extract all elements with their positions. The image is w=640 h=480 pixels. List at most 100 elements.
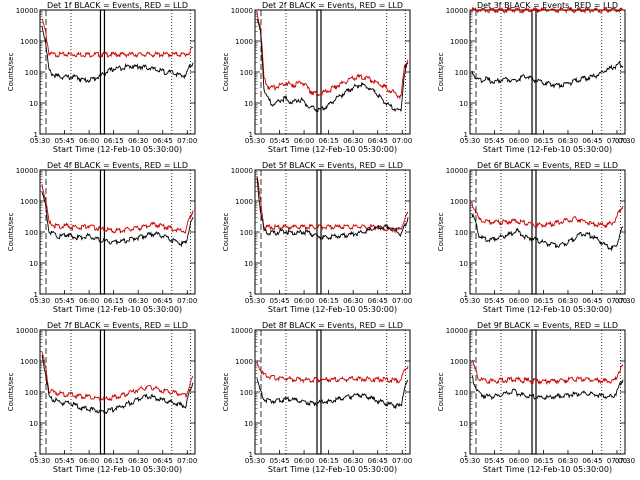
- y-axis-label: Counts/sec: [7, 373, 15, 412]
- series-line-events: [471, 375, 624, 401]
- y-axis-label: Counts/sec: [222, 53, 230, 92]
- x-axis-label: Start Time (12-Feb-10 05:30:00): [483, 465, 612, 474]
- y-tick-label: 1: [34, 131, 38, 139]
- series-line-lld: [41, 184, 194, 234]
- y-axis-label: Counts/sec: [7, 53, 15, 92]
- x-tick-label: 06:15: [533, 137, 553, 145]
- series-line-lld: [256, 360, 409, 384]
- x-tick-label: 06:15: [533, 457, 553, 465]
- x-axis-label: Start Time (12-Feb-10 05:30:00): [53, 305, 182, 314]
- y-tick-label: 1: [464, 291, 468, 299]
- x-tick-label: 06:45: [153, 457, 173, 465]
- y-tick-label: 1: [249, 131, 253, 139]
- x-tick-label: 06:30: [128, 137, 148, 145]
- chart-title: Det 4f BLACK = Events, RED = LLD: [47, 161, 188, 170]
- series-line-events: [41, 25, 194, 83]
- x-tick-label: 06:45: [368, 137, 388, 145]
- x-tick-label: 06:30: [128, 297, 148, 305]
- x-tick-label: 06:45: [582, 457, 602, 465]
- y-tick-label: 1: [249, 451, 253, 459]
- x-tick-label: 07:00: [607, 137, 627, 145]
- x-tick-label: 06:00: [509, 137, 529, 145]
- x-tick-label: 06:45: [368, 457, 388, 465]
- x-tick-label: 06:00: [509, 457, 529, 465]
- x-tick-label: 05:30: [460, 137, 480, 145]
- chart-title: Det 2f BLACK = Events, RED = LLD: [262, 1, 403, 10]
- x-tick-label: 05:30: [30, 457, 50, 465]
- chart-title: Det 3f BLACK = Events, RED = LLD: [477, 1, 618, 10]
- gap-band: [316, 9, 322, 135]
- x-tick-label: 06:00: [509, 297, 529, 305]
- x-tick-label: 07:30: [615, 457, 635, 465]
- x-tick-label: 05:30: [245, 457, 265, 465]
- y-tick-label: 10000: [231, 7, 253, 15]
- series-line-events: [256, 378, 409, 410]
- series-line-events: [471, 213, 624, 252]
- chart-panel-6: Det 6f BLACK = Events, RED = LLD 1 10 100 10…: [437, 161, 635, 314]
- series-line-events: [256, 177, 409, 241]
- x-tick-label: 05:45: [269, 137, 289, 145]
- x-tick-label: 06:30: [343, 457, 363, 465]
- y-axis-label: Counts/sec: [222, 213, 230, 252]
- chart-title: Det 1f BLACK = Events, RED = LLD: [47, 1, 188, 10]
- x-tick-label: 06:15: [319, 297, 339, 305]
- x-tick-label: 07:00: [177, 137, 197, 145]
- x-tick-label: 06:15: [104, 457, 124, 465]
- chart-panel-2: Det 2f BLACK = Events, RED = LLD 1 10 100 10…: [222, 1, 412, 154]
- y-tick-label: 100: [25, 389, 38, 397]
- y-tick-label: 1: [464, 451, 468, 459]
- y-tick-label: 10: [459, 420, 468, 428]
- y-axis-label: Counts/sec: [222, 373, 230, 412]
- x-tick-label: 06:30: [558, 137, 578, 145]
- x-tick-label: 07:00: [607, 297, 627, 305]
- x-axis-label: Start Time (12-Feb-10 05:30:00): [53, 145, 182, 154]
- y-tick-label: 10000: [231, 167, 253, 175]
- y-tick-label: 1000: [235, 358, 253, 366]
- x-tick-label: 06:45: [153, 137, 173, 145]
- x-tick-label: 05:30: [245, 297, 265, 305]
- y-tick-label: 10000: [446, 7, 468, 15]
- y-tick-label: 100: [455, 69, 468, 77]
- y-tick-label: 10000: [16, 167, 38, 175]
- gap-band: [99, 9, 106, 135]
- x-axis-label: Start Time (12-Feb-10 05:30:00): [268, 145, 397, 154]
- chart-panel-5: Det 5f BLACK = Events, RED = LLD 1 10 100 10…: [222, 161, 412, 314]
- x-tick-label: 06:15: [533, 297, 553, 305]
- y-tick-label: 10: [244, 260, 253, 268]
- y-tick-label: 100: [240, 389, 253, 397]
- y-tick-label: 1000: [20, 198, 38, 206]
- x-tick-label: 07:00: [392, 457, 412, 465]
- y-tick-label: 100: [240, 229, 253, 237]
- y-axis-label: Counts/sec: [437, 373, 445, 412]
- chart-panel-3: Det 3f BLACK = Events, RED = LLD 1 10 100 10…: [437, 1, 635, 154]
- chart-panel-8: Det 8f BLACK = Events, RED = LLD 1 10 100 10…: [222, 321, 412, 474]
- y-tick-label: 10: [459, 260, 468, 268]
- y-tick-label: 100: [25, 229, 38, 237]
- x-tick-label: 07:30: [615, 137, 635, 145]
- x-tick-label: 05:45: [269, 297, 289, 305]
- series-line-events: [41, 191, 194, 248]
- chart-panel-7: Det 7f BLACK = Events, RED = LLD 1 10 100 10…: [7, 321, 197, 474]
- y-axis-label: Counts/sec: [437, 213, 445, 252]
- x-tick-label: 06:30: [558, 297, 578, 305]
- chart-title: Det 9f BLACK = Events, RED = LLD: [477, 321, 618, 330]
- y-tick-label: 10: [459, 100, 468, 108]
- chart-title: Det 7f BLACK = Events, RED = LLD: [47, 321, 188, 330]
- y-tick-label: 1000: [20, 38, 38, 46]
- y-tick-label: 100: [240, 69, 253, 77]
- y-tick-label: 10000: [446, 327, 468, 335]
- series-line-lld: [256, 176, 409, 234]
- x-tick-label: 06:15: [104, 297, 124, 305]
- x-tick-label: 06:45: [153, 297, 173, 305]
- y-axis-label: Counts/sec: [7, 213, 15, 252]
- chart-panel-9: Det 9f BLACK = Events, RED = LLD 1 10 100 10…: [437, 321, 635, 474]
- chart-title: Det 8f BLACK = Events, RED = LLD: [262, 321, 403, 330]
- gap-band: [316, 329, 322, 455]
- x-tick-label: 07:00: [392, 297, 412, 305]
- x-tick-label: 05:45: [484, 457, 504, 465]
- x-tick-label: 06:15: [319, 137, 339, 145]
- y-tick-label: 100: [455, 389, 468, 397]
- series-line-events: [471, 60, 624, 90]
- x-tick-label: 07:00: [607, 457, 627, 465]
